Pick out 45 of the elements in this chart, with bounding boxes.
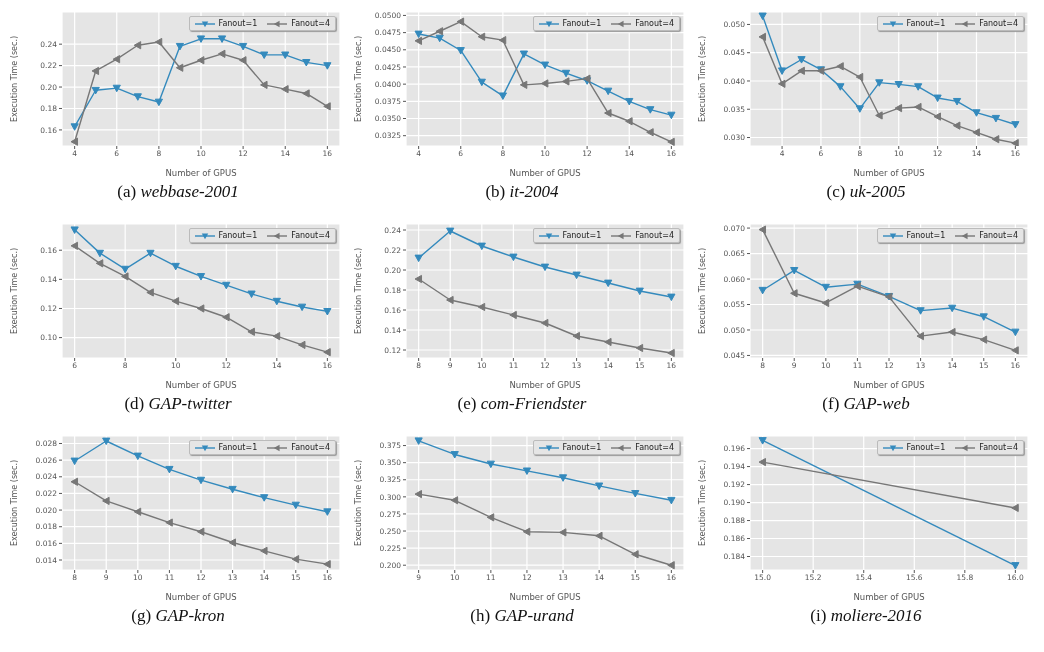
legend-label: Fanout=1	[218, 19, 258, 28]
text: (i) moliere-2016	[809, 606, 923, 626]
legend-label: Fanout=1	[562, 19, 602, 28]
y-axis-title: Execution Time (sec.)	[697, 35, 707, 123]
legend-label: Fanout=1	[906, 443, 946, 452]
x-axis-title: Number of GPUS	[853, 592, 925, 602]
legend-label: Fanout=4	[291, 231, 330, 240]
y-axis-title: Execution Time (sec.)	[9, 35, 19, 123]
x-axis-title: Number of GPUS	[165, 380, 237, 390]
legend-label: Fanout=4	[979, 19, 1018, 28]
text: (c) uk-2005	[825, 182, 907, 202]
y-axis-title: Execution Time (sec.)	[697, 247, 707, 335]
legend-label: Fanout=4	[979, 443, 1018, 452]
y-axis-title: Execution Time (sec.)	[9, 247, 19, 335]
legend-label: Fanout=1	[906, 19, 946, 28]
text: (g) GAP-kron	[130, 606, 226, 626]
x-axis-title: Number of GPUS	[853, 168, 925, 178]
x-axis-title: Number of GPUS	[509, 168, 581, 178]
legend-label: Fanout=1	[562, 443, 602, 452]
legend-label: Fanout=4	[979, 231, 1018, 240]
legend-label: Fanout=4	[291, 443, 330, 452]
text: (f) GAP-web	[821, 394, 911, 414]
legend-label: Fanout=1	[562, 231, 602, 240]
y-axis-title: Execution Time (sec.)	[9, 459, 19, 547]
x-axis-title: Number of GPUS	[165, 592, 237, 602]
y-axis-title: Execution Time (sec.)	[697, 459, 707, 547]
y-axis-title: Execution Time (sec.)	[353, 459, 363, 547]
legend-label: Fanout=4	[635, 19, 674, 28]
x-axis-title: Number of GPUS	[165, 168, 237, 178]
legend-label: Fanout=1	[218, 231, 258, 240]
y-axis-title: Execution Time (sec.)	[353, 247, 363, 335]
legend-label: Fanout=1	[906, 231, 946, 240]
x-axis-title: Number of GPUS	[509, 592, 581, 602]
y-axis-title: Execution Time (sec.)	[353, 35, 363, 123]
x-axis-title: Number of GPUS	[853, 380, 925, 390]
legend-label: Fanout=1	[218, 443, 258, 452]
text: (h) GAP-urand	[469, 606, 575, 626]
text: (a) webbase-2001	[116, 182, 240, 202]
legend-label: Fanout=4	[635, 231, 674, 240]
text: (b) it-2004	[484, 182, 560, 202]
legend-label: Fanout=4	[635, 443, 674, 452]
text: (d) GAP-twitter	[123, 394, 233, 414]
text: (e) com-Friendster	[456, 394, 588, 414]
x-axis-title: Number of GPUS	[509, 380, 581, 390]
legend-label: Fanout=4	[291, 19, 330, 28]
